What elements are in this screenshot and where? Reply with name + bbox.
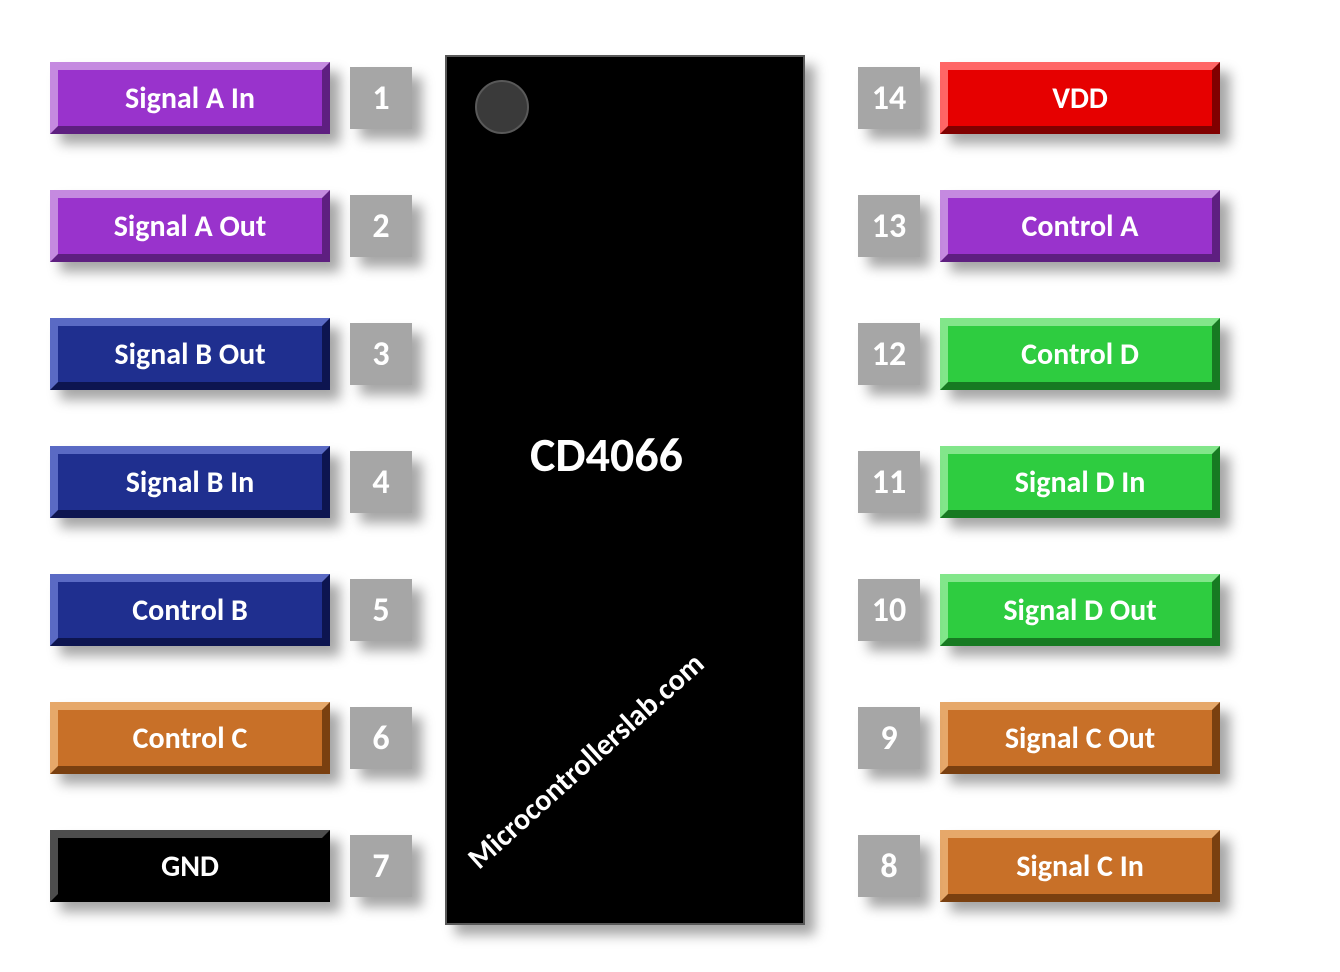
- pin-row-13: Control A 13: [858, 190, 1220, 262]
- pin-number-3: 3: [350, 323, 412, 385]
- pin-row-2: Signal A Out 2: [50, 190, 412, 262]
- pin-label-5: Control B: [50, 574, 330, 646]
- pin-label-1: Signal A In: [50, 62, 330, 134]
- pin-row-14: VDD 14: [858, 62, 1220, 134]
- pin-label-2: Signal A Out: [50, 190, 330, 262]
- pin-label-13: Control A: [940, 190, 1220, 262]
- pin-row-11: Signal D In 11: [858, 446, 1220, 518]
- pin-label-3: Signal B Out: [50, 318, 330, 390]
- pin-label-9: Signal C Out: [940, 702, 1220, 774]
- pin-number-12: 12: [858, 323, 920, 385]
- pin-row-9: Signal C Out 9: [858, 702, 1220, 774]
- pin-number-5: 5: [350, 579, 412, 641]
- pin-row-1: Signal A In 1: [50, 62, 412, 134]
- pin-row-12: Control D 12: [858, 318, 1220, 390]
- pin-number-9: 9: [858, 707, 920, 769]
- pin-row-7: GND 7: [50, 830, 412, 902]
- chip-title: CD4066: [530, 425, 683, 484]
- pin-number-2: 2: [350, 195, 412, 257]
- pin-number-11: 11: [858, 451, 920, 513]
- pin1-dot: [475, 80, 529, 134]
- pin-number-7: 7: [350, 835, 412, 897]
- pin-label-12: Control D: [940, 318, 1220, 390]
- pin-label-6: Control C: [50, 702, 330, 774]
- pin-label-4: Signal B In: [50, 446, 330, 518]
- pin-number-13: 13: [858, 195, 920, 257]
- pin-row-10: Signal D Out 10: [858, 574, 1220, 646]
- pin-row-4: Signal B In 4: [50, 446, 412, 518]
- pin-row-5: Control B 5: [50, 574, 412, 646]
- pin-label-7: GND: [50, 830, 330, 902]
- pin-number-1: 1: [350, 67, 412, 129]
- chip-body: [445, 55, 805, 925]
- pin-row-3: Signal B Out 3: [50, 318, 412, 390]
- pin-number-8: 8: [858, 835, 920, 897]
- pin-number-10: 10: [858, 579, 920, 641]
- pin-label-10: Signal D Out: [940, 574, 1220, 646]
- pin-number-4: 4: [350, 451, 412, 513]
- pin-label-8: Signal C In: [940, 830, 1220, 902]
- pin-label-14: VDD: [940, 62, 1220, 134]
- pin-number-14: 14: [858, 67, 920, 129]
- pin-number-6: 6: [350, 707, 412, 769]
- pin-label-11: Signal D In: [940, 446, 1220, 518]
- pin-row-8: Signal C In 8: [858, 830, 1220, 902]
- pin-row-6: Control C 6: [50, 702, 412, 774]
